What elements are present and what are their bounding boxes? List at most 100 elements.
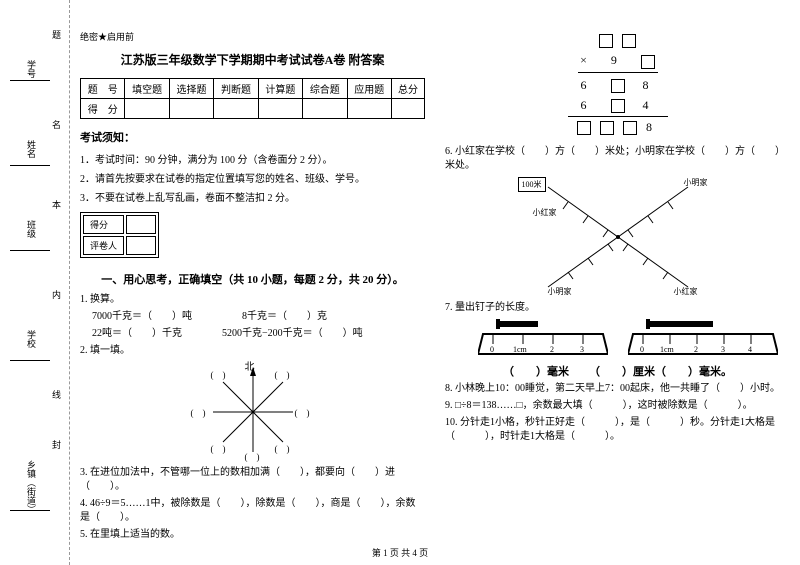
digit-box[interactable] — [611, 99, 625, 113]
point-label: 小明家 — [684, 177, 708, 188]
bind-label: 学号 — [25, 60, 38, 78]
score-header: 题 号 — [81, 79, 125, 99]
digit-box[interactable] — [623, 121, 637, 135]
bind-line — [10, 80, 50, 81]
bind-mark: 封 — [50, 440, 63, 449]
q1-line: 22吨＝（ ）千克 5200千克−200千克＝（ ）吨 — [92, 327, 425, 341]
svg-text:2: 2 — [550, 345, 554, 354]
compass-blank: ( ) — [245, 450, 260, 463]
binding-margin: 题 学号 名 姓名 本 班级 内 学校 线 封 乡镇（街道） — [0, 0, 70, 565]
scorebox: 得分 评卷人 — [80, 212, 159, 258]
svg-text:0: 0 — [490, 345, 494, 354]
compass-blank: ( ) — [275, 368, 290, 381]
rule-line — [578, 72, 658, 73]
q1-line: 7000千克＝（ ）吨 8千克＝（ ）克 — [92, 310, 425, 324]
score-header: 计算题 — [258, 79, 302, 99]
bind-line — [10, 360, 50, 361]
bind-mark: 名 — [50, 120, 63, 129]
bind-mark: 线 — [50, 390, 63, 399]
score-header: 总分 — [391, 79, 424, 99]
bind-label: 班级 — [25, 220, 38, 238]
svg-text:1cm: 1cm — [513, 345, 528, 354]
bind-mark: 内 — [50, 290, 63, 299]
secret-label: 绝密★启用前 — [80, 30, 425, 43]
q4: 4. 46÷9＝5……1中，被除数是（ ），除数是（ ），商是（ ），余数是（ … — [80, 497, 425, 525]
compass-blank: ( ) — [275, 442, 290, 455]
score-row-label: 得 分 — [81, 99, 125, 119]
ruler-1: 0 1cm 2 3 — [478, 319, 608, 359]
score-cell[interactable] — [169, 99, 213, 119]
score-header: 应用题 — [347, 79, 391, 99]
q8: 8. 小林晚上10：00睡觉，第二天早上7：00起床，他一共睡了（ ）小时。 — [445, 382, 790, 396]
compass-blank: ( ) — [191, 406, 206, 419]
score-header: 选择题 — [169, 79, 213, 99]
point-label: 小明家 — [548, 286, 572, 297]
bind-label: 学校 — [25, 330, 38, 348]
bind-line — [10, 250, 50, 251]
rulers-row: 0 1cm 2 3 0 1cm 2 3 4 — [445, 319, 790, 359]
bind-line — [10, 165, 50, 166]
score-cell[interactable] — [347, 99, 391, 119]
notice-item: 3．不要在试卷上乱写乱画，卷面不整洁扣 2 分。 — [80, 189, 425, 204]
compass-blank: ( ) — [211, 442, 226, 455]
svg-text:3: 3 — [721, 345, 725, 354]
digit-box[interactable] — [611, 79, 625, 93]
svg-text:0: 0 — [640, 345, 644, 354]
score-cell[interactable] — [303, 99, 347, 119]
right-column: × 9 6 8 6 4 8 6. 小红家在学校（ ）方（ ）米处；小明家在学校（… — [435, 0, 800, 565]
notice-item: 1．考试时间：90 分钟，满分为 100 分（含卷面分 2 分）。 — [80, 151, 425, 166]
point-label: 小红家 — [533, 207, 557, 218]
score-header: 判断题 — [214, 79, 258, 99]
q1-stem: 1. 换算。 — [80, 293, 425, 307]
rule-line — [568, 116, 668, 117]
digit-box[interactable] — [641, 55, 655, 69]
compass-diagram: 北 ( ) ( ) ( ) ( ) ( ) ( ) ( ) — [203, 362, 303, 462]
bind-label: 乡镇（街道） — [25, 460, 38, 514]
left-column: 绝密★启用前 江苏版三年级数学下学期期中考试试卷A卷 附答案 题 号 填空题 选… — [70, 0, 435, 565]
notice-item: 2．请首先按要求在试卷的指定位置填写您的姓名、班级、学号。 — [80, 170, 425, 185]
q2-stem: 2. 填一填。 — [80, 344, 425, 358]
score-header: 综合题 — [303, 79, 347, 99]
score-cell[interactable] — [258, 99, 302, 119]
score-header: 填空题 — [125, 79, 169, 99]
svg-text:3: 3 — [580, 345, 584, 354]
ruler-ans-1: （ ）毫米 — [503, 363, 569, 379]
multiplication-problem: × 9 6 8 6 4 8 — [558, 33, 678, 135]
q9: 9. □÷8＝138……□，余数最大填（ ），这时被除数是（ ）。 — [445, 399, 790, 413]
direction-chart: 100米 小明家 小红家 小明家 小红家 — [518, 177, 718, 297]
digit-box[interactable] — [622, 34, 636, 48]
ruler-answers: （ ）毫米 （ ）厘米（ ）毫米。 — [445, 363, 790, 379]
bind-mark: 本 — [50, 200, 63, 209]
q3: 3. 在进位加法中，不管哪一位上的数相加满（ ），都要向（ ）进（ ）。 — [80, 466, 425, 494]
bind-mark: 题 — [50, 30, 63, 39]
score-cell[interactable] — [214, 99, 258, 119]
section-title: 一、用心思考，正确填空（共 10 小题，每题 2 分，共 20 分）。 — [80, 271, 425, 287]
svg-text:4: 4 — [748, 345, 752, 354]
q6: 6. 小红家在学校（ ）方（ ）米处；小明家在学校（ ）方（ ）米处。 — [445, 145, 790, 173]
point-label: 小红家 — [674, 286, 698, 297]
scorebox-label: 得分 — [83, 215, 124, 234]
bind-label: 姓名 — [25, 140, 38, 158]
digit-box[interactable] — [600, 121, 614, 135]
q5: 5. 在里填上适当的数。 — [80, 528, 425, 542]
q10: 10. 分针走1小格，秒针正好走（ ），是（ ）秒。分针走1大格是（ ），时针走… — [445, 416, 790, 444]
scorebox-label: 评卷人 — [83, 236, 124, 255]
paper-title: 江苏版三年级数学下学期期中考试试卷A卷 附答案 — [80, 51, 425, 68]
q7-stem: 7. 量出钉子的长度。 — [445, 301, 790, 315]
score-cell[interactable] — [125, 99, 169, 119]
scorebox-cell[interactable] — [126, 236, 156, 255]
compass-blank: ( ) — [295, 406, 310, 419]
page: 题 学号 名 姓名 本 班级 内 学校 线 封 乡镇（街道） 绝密★启用前 江苏… — [0, 0, 800, 565]
notice-title: 考试须知： — [80, 129, 425, 145]
compass-blank: ( ) — [211, 368, 226, 381]
scale-label: 100米 — [518, 177, 546, 192]
compass-north: 北 — [245, 358, 255, 373]
score-cell[interactable] — [391, 99, 424, 119]
page-footer: 第 1 页 共 4 页 — [0, 546, 800, 559]
digit-box[interactable] — [599, 34, 613, 48]
digit-box[interactable] — [577, 121, 591, 135]
svg-text:2: 2 — [694, 345, 698, 354]
scorebox-cell[interactable] — [126, 215, 156, 234]
ruler-2: 01cm234 — [628, 319, 758, 359]
score-table: 题 号 填空题 选择题 判断题 计算题 综合题 应用题 总分 得 分 — [80, 78, 425, 119]
